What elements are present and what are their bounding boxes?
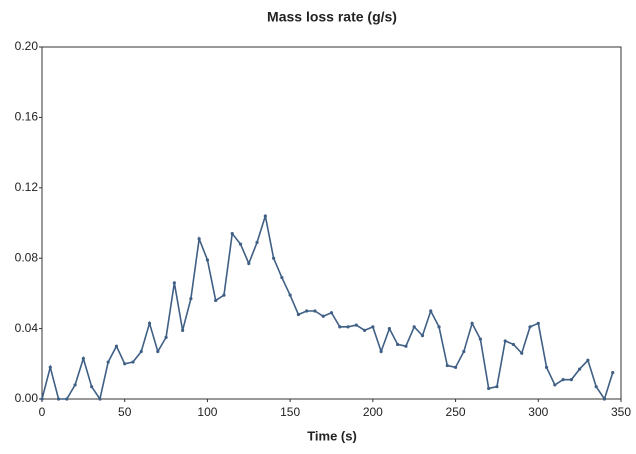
data-point bbox=[520, 351, 524, 355]
data-point bbox=[288, 293, 292, 297]
data-point bbox=[156, 349, 160, 354]
data-point bbox=[561, 378, 565, 382]
data-point bbox=[329, 311, 334, 315]
data-point bbox=[48, 365, 52, 369]
data-point bbox=[338, 325, 342, 329]
data-point bbox=[255, 240, 259, 244]
data-point bbox=[214, 298, 218, 303]
data-point bbox=[238, 242, 243, 246]
data-point bbox=[313, 309, 317, 313]
data-point bbox=[139, 349, 143, 354]
x-tick-label: 100 bbox=[197, 405, 217, 419]
data-point bbox=[611, 371, 615, 375]
data-point bbox=[197, 237, 201, 241]
data-point bbox=[40, 397, 44, 401]
data-point bbox=[495, 385, 499, 389]
x-axis-label: Time (s) bbox=[307, 428, 357, 443]
data-point bbox=[73, 383, 77, 387]
data-point bbox=[544, 365, 549, 369]
data-point bbox=[379, 349, 383, 354]
data-point bbox=[106, 360, 110, 364]
data-line bbox=[41, 215, 614, 401]
data-point bbox=[478, 337, 482, 341]
x-tick-label: 150 bbox=[280, 405, 300, 419]
data-point bbox=[511, 342, 516, 347]
data-point bbox=[81, 356, 85, 361]
data-point bbox=[553, 383, 557, 387]
y-tick-label: 0.08 bbox=[15, 250, 39, 264]
data-point bbox=[172, 281, 176, 285]
x-tick-label: 50 bbox=[118, 405, 132, 419]
plot-frame bbox=[41, 46, 622, 400]
data-point bbox=[272, 256, 276, 260]
data-point bbox=[90, 385, 94, 389]
x-tick-label: 200 bbox=[363, 405, 383, 419]
data-point bbox=[396, 342, 400, 347]
data-point bbox=[462, 349, 466, 354]
y-tick-label: 0.12 bbox=[15, 180, 39, 194]
data-point bbox=[536, 321, 540, 325]
y-tick-label: 0.20 bbox=[15, 39, 39, 53]
data-point bbox=[98, 397, 102, 401]
data-point bbox=[445, 363, 449, 368]
data-point bbox=[578, 367, 582, 371]
data-point bbox=[280, 275, 284, 280]
x-tick-label: 350 bbox=[611, 405, 631, 419]
data-point bbox=[123, 362, 127, 366]
data-point bbox=[429, 309, 433, 313]
data-point bbox=[230, 231, 234, 236]
data-point bbox=[263, 214, 267, 218]
data-point bbox=[305, 309, 309, 313]
x-tick-label: 300 bbox=[528, 405, 548, 419]
data-point bbox=[354, 323, 358, 327]
data-point bbox=[387, 327, 391, 331]
data-point bbox=[412, 325, 416, 329]
data-point bbox=[189, 297, 193, 301]
data-point bbox=[503, 339, 507, 343]
y-tick-label: 0.16 bbox=[15, 110, 39, 124]
chart-title: Mass loss rate (g/s) bbox=[267, 9, 397, 25]
data-point bbox=[181, 328, 185, 332]
data-point bbox=[602, 397, 607, 401]
data-point bbox=[296, 312, 301, 317]
data-point bbox=[362, 328, 367, 332]
data-point bbox=[437, 325, 441, 329]
data-point bbox=[420, 334, 425, 338]
data-point bbox=[147, 321, 152, 325]
data-point bbox=[569, 378, 573, 382]
data-point bbox=[487, 386, 491, 391]
data-point bbox=[470, 321, 474, 325]
x-tick-label: 0 bbox=[39, 405, 46, 419]
data-point bbox=[594, 385, 598, 389]
data-point bbox=[164, 335, 168, 339]
data-point bbox=[114, 344, 119, 348]
x-tick-label: 250 bbox=[446, 405, 466, 419]
data-point bbox=[247, 261, 251, 266]
data-point bbox=[404, 344, 408, 348]
y-tick-label: 0.00 bbox=[15, 391, 39, 405]
data-point bbox=[222, 293, 226, 297]
data-point bbox=[131, 360, 135, 364]
data-point bbox=[65, 397, 69, 401]
data-point bbox=[453, 365, 458, 369]
y-tick-label: 0.04 bbox=[15, 321, 39, 335]
data-point bbox=[346, 325, 350, 329]
data-point bbox=[321, 314, 325, 318]
data-point bbox=[205, 258, 210, 262]
data-point bbox=[528, 325, 532, 329]
data-point bbox=[586, 358, 590, 362]
data-point bbox=[371, 325, 375, 329]
data-point bbox=[56, 397, 61, 401]
